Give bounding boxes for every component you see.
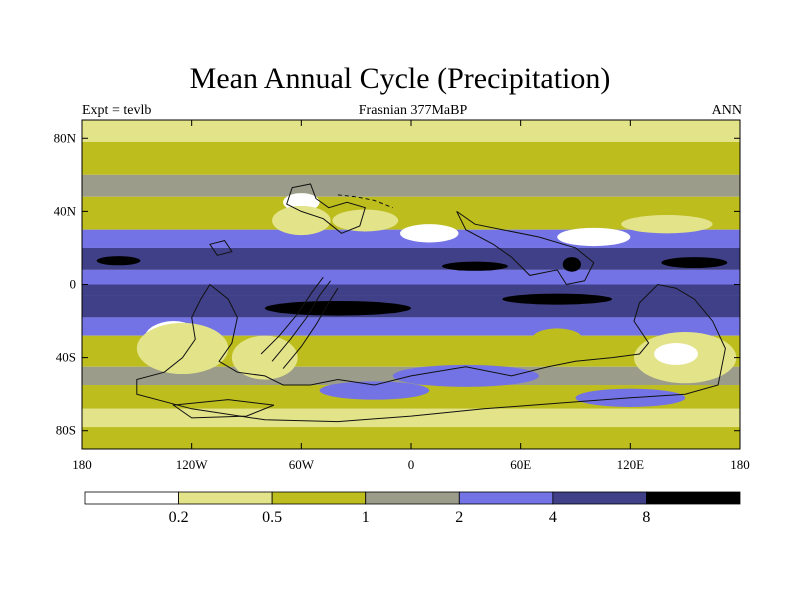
coastline-southern-continent [136,283,726,423]
precip-band-8 [82,295,740,318]
precipitation-field [82,120,740,449]
precip-patch-1 [661,257,728,269]
x-tick-label-6: 180 [730,457,750,472]
precip-patch-8 [332,209,399,232]
colorbar-label-0: 0.2 [169,509,189,526]
y-tick-label-3: 40S [56,350,76,365]
experiment-label: Expt = tevlb [82,103,152,118]
precip-band-0 [82,120,740,142]
precip-patch-11 [621,215,713,234]
chart-title: Mean Annual Cycle (Precipitation) [189,62,611,95]
precip-patch-14 [231,335,298,380]
season-label: ANN [711,103,742,118]
precip-patch-2 [562,257,581,272]
coastline-east-landmass [456,210,595,286]
x-tick-label-3: 0 [408,457,415,472]
coastline-ridge-2 [271,280,332,362]
precip-patch-7 [272,205,331,236]
colorbar-box-1 [178,491,273,505]
colorbar-label-1: 0.5 [262,509,282,526]
coastline-layer [136,183,726,423]
colorbar-label-5: 8 [642,509,650,526]
x-tick-label-0: 180 [72,457,92,472]
precip-patch-5 [502,293,613,305]
coastline-north-dashes [337,194,393,209]
map-axes: 180 120W 60W 0 60E 120E 180 80N 40N 0 40S 80S [54,120,750,472]
colorbar-label-2: 1 [362,509,370,526]
x-tick-label-4: 60E [510,457,531,472]
y-tick-label-1: 40N [54,203,77,218]
precip-patch-10 [557,227,631,247]
precip-patch-4 [264,300,411,316]
precip-band-9 [82,317,740,336]
coastline-small-island [209,240,233,256]
precip-band-14 [82,427,740,449]
precip-patch-9 [400,224,459,243]
y-tick-label-0: 80N [54,130,77,145]
y-tick-label-4: 80S [56,423,76,438]
precip-band-2 [82,174,740,197]
coastline-north-continent [286,183,366,234]
period-label: Frasnian 377MaBP [358,103,468,118]
precip-patch-3 [442,261,508,271]
colorbar-label-4: 4 [549,509,557,526]
precip-patch-0 [96,256,141,266]
colorbar-box-0 [84,491,179,505]
precip-band-6 [82,269,740,285]
colorbar-box-2 [271,491,367,505]
precip-band-1 [82,141,740,175]
coastline-south-island [172,399,275,419]
colorbar-box-4 [458,491,554,505]
precip-patch-18 [392,364,539,387]
precip-patch-19 [319,381,430,400]
precip-band-7 [82,284,740,296]
x-tick-label-1: 120W [176,457,209,472]
y-tick-label-2: 0 [70,277,77,292]
precip-patch-17 [654,342,698,365]
precip-patch-13 [136,322,229,375]
x-tick-label-2: 60W [289,457,315,472]
colorbar-box-3 [365,491,460,505]
colorbar-label-3: 2 [455,509,463,526]
precip-band-5 [82,247,740,270]
coastline-ridge-1 [260,276,324,355]
colorbar-box-6 [646,491,741,505]
precip-band-13 [82,408,740,428]
colorbar-box-5 [552,491,647,505]
precip-patch-15 [531,328,583,351]
coastline-ridge-3 [282,287,339,369]
colorbar: 0.2 0.5 1 2 4 8 [84,491,741,526]
x-tick-label-5: 120E [617,457,645,472]
